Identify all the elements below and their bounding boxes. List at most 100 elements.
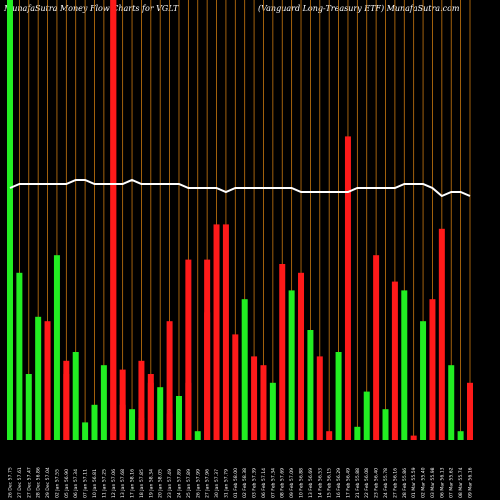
x-tick-label: 26 Jan 57.99 [195, 469, 201, 498]
bar [363, 391, 370, 440]
bar-down-part [204, 259, 211, 440]
x-tick-label: 02 Jan 57.55 [54, 469, 60, 498]
bar [72, 352, 79, 440]
x-axis-labels: 26 Dec 57.75 27 Dec 57.61 27 Dec 57.47 28 D… [8, 467, 474, 498]
bar [157, 387, 164, 440]
bar [298, 272, 305, 440]
x-tick-label: 27 Dec 57.47 [26, 467, 32, 498]
bar-down-part [185, 259, 192, 440]
x-tick-label: 18 Jan 57.85 [139, 469, 145, 498]
bar [420, 321, 427, 440]
bar [438, 228, 445, 440]
x-tick-label: 17 Jan 58.16 [130, 469, 136, 498]
bar [222, 224, 229, 440]
bar [16, 272, 23, 440]
x-tick-label: 24 Feb 55.78 [383, 468, 389, 498]
x-tick-label: 14 Feb 56.53 [317, 468, 323, 498]
x-tick-label: 02 Mar 55.40 [421, 467, 427, 498]
bar-down-part [138, 360, 145, 440]
x-tick-label: 07 Mar 55.62 [449, 467, 455, 498]
x-tick-label: 27 Feb 56.16 [392, 468, 398, 498]
x-tick-label: 22 Feb 56.08 [364, 468, 370, 498]
bar [344, 136, 351, 440]
x-tick-label: 08 Mar 55.74 [458, 467, 464, 498]
bar [410, 435, 417, 440]
x-tick-label: 03 Mar 55.98 [430, 467, 436, 498]
bar [401, 290, 408, 440]
bar [279, 264, 286, 440]
x-tick-label: 07 Feb 57.34 [270, 468, 276, 498]
chart-subtitle: (Vanguard Long-Treasury ETF) MunafaSutra… [258, 4, 460, 13]
bar [354, 426, 361, 440]
x-tick-label: 11 Jan 57.25 [101, 469, 107, 498]
bar-down-part [44, 321, 51, 440]
bar [91, 404, 98, 440]
x-tick-label: 06 Jan 57.34 [73, 469, 79, 498]
x-tick-label: 01 Feb 58.00 [233, 468, 239, 498]
x-tick-label: 01 Mar 55.59 [411, 467, 417, 498]
x-tick-label: 17 Feb 56.49 [345, 468, 351, 498]
bar-down-part [110, 0, 117, 440]
bar [288, 290, 295, 440]
bar-down-part [119, 369, 126, 440]
x-tick-label: 29 Dec 57.04 [45, 467, 51, 498]
x-tick-label: 28 Feb 55.86 [402, 468, 408, 498]
bar [391, 281, 398, 440]
x-tick-label: 02 Feb 58.38 [242, 468, 248, 498]
x-tick-label: 23 Feb 56.40 [374, 468, 380, 498]
bar [448, 365, 455, 440]
x-tick-label: 16 Feb 56.29 [336, 468, 342, 498]
bar [382, 409, 389, 440]
bar [100, 365, 107, 440]
bar [316, 356, 323, 440]
bar [457, 431, 464, 440]
x-tick-label: 07 Jan 57.11 [83, 469, 89, 498]
bar [467, 382, 473, 440]
x-tick-label: 06 Feb 57.14 [261, 468, 267, 498]
bar [260, 365, 267, 440]
x-tick-label: 20 Jan 58.05 [158, 469, 164, 498]
bar [175, 396, 182, 440]
bar [53, 255, 60, 440]
x-tick-label: 19 Jan 58.34 [148, 469, 154, 498]
bar [232, 334, 239, 440]
x-tick-label: 23 Jan 57.49 [167, 469, 173, 498]
x-tick-label: 31 Jan 57.79 [223, 469, 229, 498]
x-tick-label: 27 Jan 57.96 [205, 469, 211, 498]
x-tick-label: 28 Dec 56.86 [36, 467, 42, 498]
bar [35, 316, 42, 440]
x-tick-label: 06 Mar 56.13 [439, 467, 445, 498]
x-tick-label: 10 Feb 56.88 [299, 468, 305, 498]
price-line-path [9, 178, 471, 198]
bar [429, 299, 436, 440]
bar [213, 224, 220, 440]
money-flow-bars [7, 0, 473, 440]
x-tick-label: 03 Feb 57.39 [252, 468, 258, 498]
x-tick-label: 24 Jan 57.89 [176, 469, 182, 498]
price-line [9, 178, 471, 198]
bar [7, 0, 13, 440]
x-tick-label: 26 Dec 57.75 [8, 467, 14, 498]
bar [335, 352, 342, 440]
bar [194, 431, 201, 440]
bar [307, 330, 314, 440]
x-tick-label: 05 Jan 56.90 [64, 469, 70, 498]
x-tick-label: 21 Feb 55.88 [355, 468, 361, 498]
chart-title: MunafaSutra Money Flow Charts for VGLT [4, 4, 179, 13]
x-tick-label: 30 Jan 57.37 [214, 469, 220, 498]
bar [373, 255, 380, 440]
x-tick-label: 09 Feb 57.09 [289, 468, 295, 498]
grid-lines [9, 0, 471, 440]
x-tick-label: 08 Feb 57.69 [280, 468, 286, 498]
x-tick-label: 15 Feb 56.15 [327, 468, 333, 498]
bar [251, 356, 258, 440]
bar [129, 409, 136, 440]
x-tick-label: 09 Mar 56.16 [468, 467, 474, 498]
x-tick-label: 25 Jan 57.89 [186, 469, 192, 498]
x-tick-label: 13 Feb 56.69 [308, 468, 314, 498]
bar-down-part [166, 321, 173, 440]
bar [82, 422, 89, 440]
bar-down-part [147, 374, 154, 440]
bar [326, 431, 333, 440]
